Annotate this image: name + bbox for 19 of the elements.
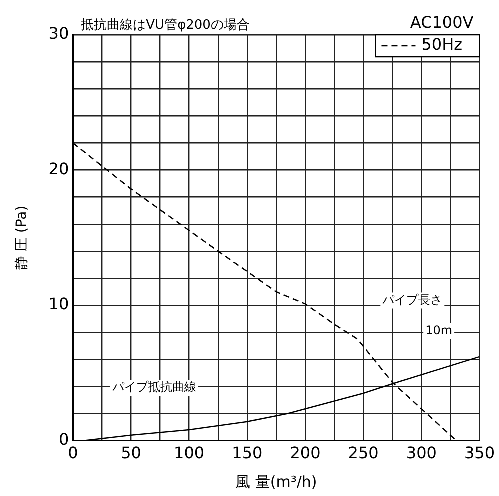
chart-title: 抵抗曲線はVU管φ200の場合: [80, 18, 250, 33]
x-tick-label: 300: [406, 444, 437, 463]
y-tick-label: 30: [48, 24, 70, 44]
x-tick-label: 50: [121, 444, 142, 463]
x-tick-label: 350: [464, 444, 496, 463]
x-tick-label: 200: [290, 444, 321, 463]
annotation: 10m: [426, 323, 453, 338]
y-axis-title: 静 圧 (Pa): [14, 206, 30, 270]
y-tick-label: 20: [48, 159, 70, 178]
legend-label: 50Hz: [422, 35, 463, 54]
x-axis-title: 風 量(m³/h): [236, 472, 318, 491]
text: AC100V: [410, 13, 474, 32]
x-tick-label: 250: [348, 444, 379, 463]
annotation: パイプ長さ: [382, 292, 443, 307]
x-tick-label: 150: [232, 444, 263, 463]
y-tick-label: 10: [48, 294, 70, 314]
y-tick-label: 0: [58, 430, 70, 449]
annotation: パイプ抵抗曲線: [111, 380, 196, 394]
x-tick-label: 100: [174, 444, 205, 463]
